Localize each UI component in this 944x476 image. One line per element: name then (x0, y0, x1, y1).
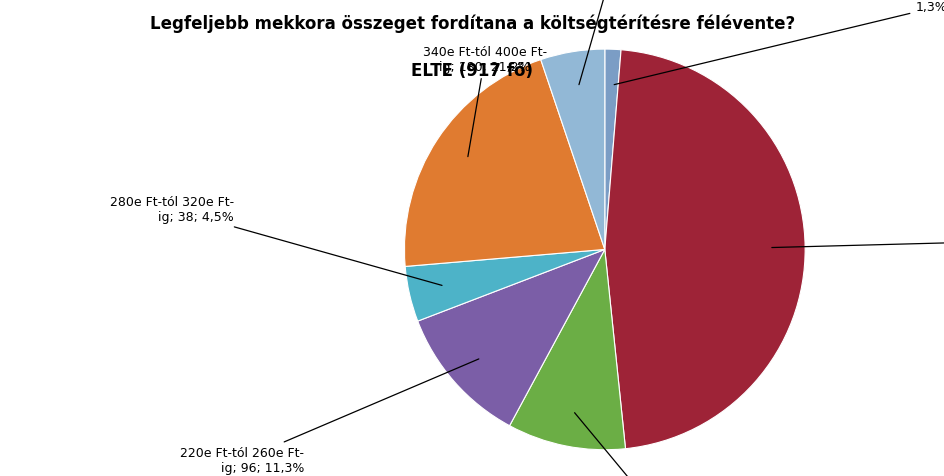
Wedge shape (417, 250, 604, 426)
Text: 160e Ft-tól 200e Ft-
ig; 81; 9,5%: 160e Ft-tól 200e Ft- ig; 81; 9,5% (574, 413, 786, 476)
Wedge shape (540, 50, 604, 250)
Wedge shape (509, 250, 625, 450)
Wedge shape (604, 50, 620, 250)
Text: ELTE (917 fő): ELTE (917 fő) (411, 62, 533, 80)
Text: 100e Ft-tól 140e Ft-
ig; 400; 47,1%: 100e Ft-tól 140e Ft- ig; 400; 47,1% (771, 226, 944, 254)
Text: 220e Ft-tól 260e Ft-
ig; 96; 11,3%: 220e Ft-tól 260e Ft- ig; 96; 11,3% (180, 359, 479, 474)
Wedge shape (405, 250, 604, 321)
Text: 100e Ft alatt; 11;
1,3%: 100e Ft alatt; 11; 1,3% (614, 0, 944, 86)
Text: 340e Ft-tól 400e Ft-
ig; 180; 21,2%: 340e Ft-tól 400e Ft- ig; 180; 21,2% (422, 46, 546, 157)
Text: Legfeljebb mekkora összeget fordítana a költségtérítésre félévente?: Legfeljebb mekkora összeget fordítana a … (150, 14, 794, 33)
Text: 400e Ft felett; 44;
5,2%: 400e Ft felett; 44; 5,2% (567, 0, 681, 86)
Wedge shape (604, 50, 804, 449)
Wedge shape (404, 60, 604, 267)
Text: 280e Ft-tól 320e Ft-
ig; 38; 4,5%: 280e Ft-tól 320e Ft- ig; 38; 4,5% (110, 196, 442, 286)
